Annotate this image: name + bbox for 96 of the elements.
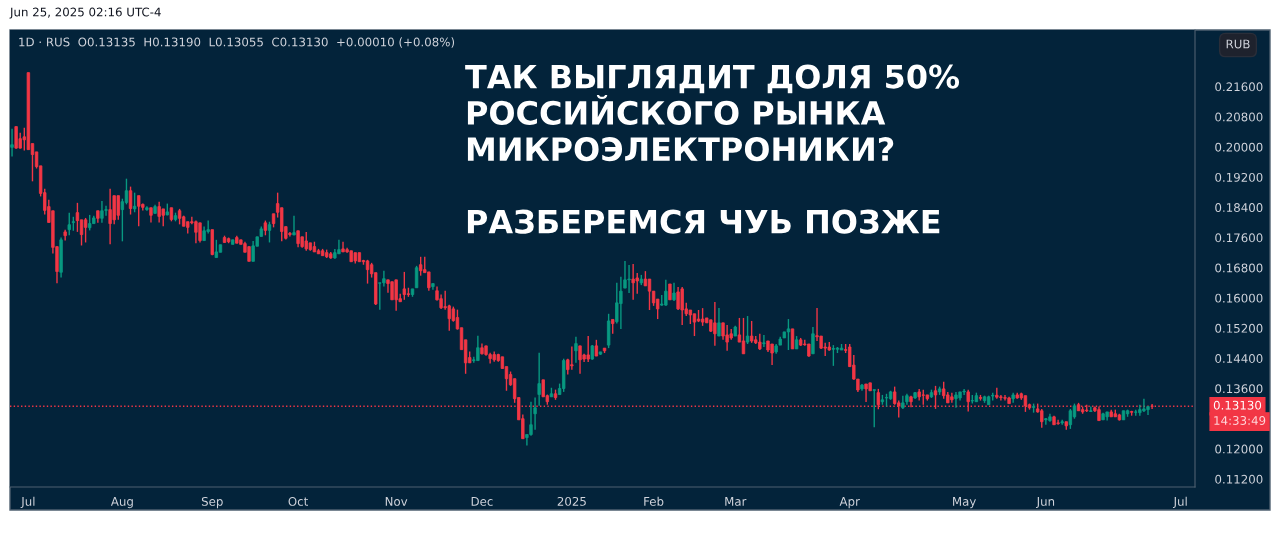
candlestick bbox=[394, 279, 398, 312]
candlestick bbox=[647, 278, 652, 311]
candlestick bbox=[251, 240, 255, 263]
ref-line-label: 0.13130 bbox=[1213, 400, 1262, 410]
candlestick bbox=[999, 394, 1003, 402]
x-tick-label: Feb bbox=[644, 496, 664, 506]
candlestick bbox=[1044, 417, 1048, 426]
candlestick bbox=[811, 326, 815, 355]
x-tick-label: Nov bbox=[385, 497, 408, 506]
candlestick bbox=[692, 313, 697, 337]
y-tick-label: 0.21600 bbox=[1215, 82, 1263, 92]
text: 1D · RUS O0.13135 H0.13190 L0.13055 C0.13130 +0.00010 (+0.08%) bbox=[19, 37, 455, 48]
candlestick bbox=[741, 317, 746, 355]
y-tick-label: 0.16000 bbox=[1215, 293, 1263, 303]
candlestick bbox=[831, 344, 836, 367]
candlestick bbox=[1068, 408, 1073, 430]
candlestick bbox=[83, 217, 88, 244]
x-tick-label: Dec bbox=[471, 497, 493, 506]
y-tick-label: 0.20800 bbox=[1215, 112, 1263, 122]
candlestick bbox=[631, 263, 635, 301]
candlestick bbox=[414, 265, 419, 289]
candlestick bbox=[67, 211, 71, 236]
candlestick bbox=[627, 264, 631, 294]
candlestick bbox=[1142, 397, 1146, 413]
y-tick-label: 0.12000 bbox=[1215, 444, 1263, 454]
candlestick bbox=[128, 185, 133, 216]
x-tick-label: Jun bbox=[1036, 497, 1055, 509]
x-tick-label: Oct bbox=[288, 496, 308, 506]
y-tick-label: 0.14400 bbox=[1215, 354, 1263, 363]
candlestick bbox=[100, 200, 104, 224]
candlestick bbox=[267, 221, 272, 244]
text: RUB bbox=[1226, 39, 1250, 49]
candlestick bbox=[586, 335, 590, 363]
candlestick bbox=[427, 271, 431, 292]
candlestick bbox=[292, 214, 296, 236]
y-tick-label: 0.16800 bbox=[1215, 263, 1263, 273]
text: Jun 25, 2025 02:16 UTC-4 bbox=[9, 7, 161, 19]
candlestick bbox=[75, 202, 80, 233]
candlestick bbox=[664, 279, 668, 307]
candlestick bbox=[954, 391, 958, 409]
candlestick bbox=[745, 315, 750, 345]
x-tick-label: Jul bbox=[1172, 496, 1187, 509]
candlestick bbox=[124, 177, 129, 206]
candlestick bbox=[132, 191, 137, 213]
candlestick bbox=[790, 328, 795, 350]
candlestick bbox=[786, 318, 791, 351]
candlestick bbox=[672, 282, 676, 302]
candlestick bbox=[762, 334, 766, 348]
candlestick bbox=[619, 276, 623, 330]
x-tick-label: Jul bbox=[20, 496, 35, 509]
candlestick bbox=[198, 222, 202, 244]
candlestick bbox=[725, 324, 729, 352]
candlestick bbox=[280, 207, 284, 243]
y-tick-label: 0.18400 bbox=[1215, 203, 1263, 213]
candlestick bbox=[476, 334, 480, 362]
y-tick-label: 0.19200 bbox=[1215, 172, 1263, 182]
x-tick-label: Sep bbox=[201, 496, 223, 509]
candlestick bbox=[14, 125, 18, 150]
y-tick-label: 0.13600 bbox=[1215, 384, 1263, 394]
candlestick bbox=[995, 387, 999, 400]
y-tick-label: 0.20000 bbox=[1215, 142, 1263, 152]
candlestick bbox=[390, 281, 394, 301]
x-tick-label: Aug bbox=[110, 497, 133, 509]
candlestick bbox=[578, 345, 582, 375]
candlestick bbox=[570, 345, 574, 371]
candlestick bbox=[157, 201, 161, 224]
x-tick-label: Mar bbox=[725, 497, 747, 506]
candlestick bbox=[116, 194, 120, 221]
candlestick bbox=[749, 320, 754, 344]
candlestick bbox=[713, 301, 717, 347]
y-tick-label: 0.17600 bbox=[1215, 233, 1263, 243]
x-tick-label: May bbox=[953, 497, 976, 509]
candlestick bbox=[680, 286, 684, 326]
candlestick bbox=[717, 307, 721, 337]
candlestick bbox=[137, 194, 141, 227]
candlestick bbox=[10, 128, 14, 158]
candlestick bbox=[337, 239, 341, 255]
candlestick bbox=[529, 401, 533, 437]
candlestick bbox=[402, 271, 407, 301]
chart-title: ТАК ВЫГЛЯДИТ ДОЛЯ 50% РОССИЙСКОГО РЫНКА МИКРОЭЛЕКТРОНИКИ? РАЗБЕРЕМСЯ ЧУЬ ПОЗЖЕ bbox=[465, 64, 960, 234]
y-tick-label: 0.11200 bbox=[1215, 474, 1263, 484]
candlestick bbox=[418, 256, 423, 277]
candlestick bbox=[872, 388, 876, 429]
candlestick bbox=[1040, 408, 1044, 429]
candlestick bbox=[864, 383, 868, 403]
x-tick-label: Apr bbox=[839, 497, 860, 509]
candlestick bbox=[1003, 394, 1007, 402]
candlestick bbox=[770, 343, 774, 366]
candlestick bbox=[537, 351, 541, 407]
candlestick bbox=[574, 336, 578, 364]
y-tick-label: 0.15200 bbox=[1215, 323, 1263, 333]
candlestick bbox=[108, 188, 112, 246]
text: 14:33:49 bbox=[1214, 416, 1266, 425]
x-tick-label: 2025 bbox=[557, 496, 586, 506]
candlestick bbox=[304, 231, 308, 252]
candlestick bbox=[382, 270, 386, 288]
